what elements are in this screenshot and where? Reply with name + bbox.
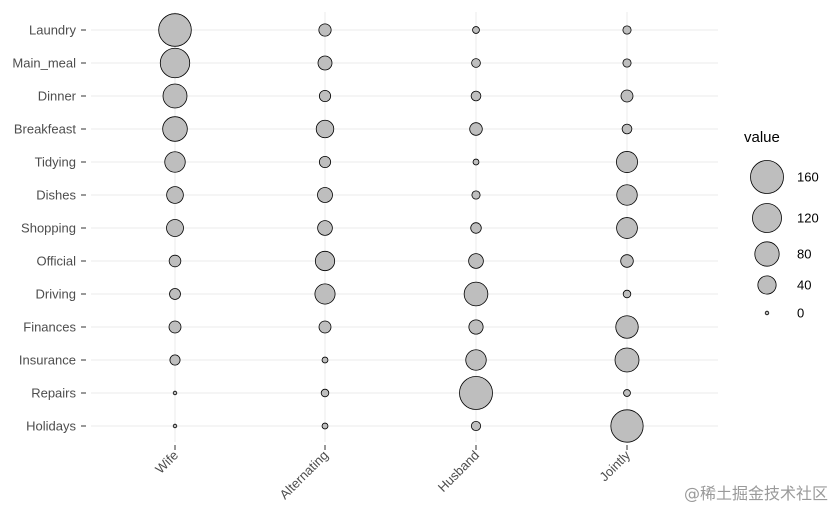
legend-key <box>752 203 782 233</box>
point-official-alternating <box>314 250 336 272</box>
point-dinner-wife <box>162 83 188 109</box>
point-laundry-jointly <box>622 25 632 35</box>
point-repairs-wife <box>172 390 178 396</box>
point-shopping-wife <box>166 219 184 237</box>
y-tick-label: Official <box>37 254 77 269</box>
legend-label: 80 <box>797 247 811 262</box>
point-tidying-husband <box>472 158 480 166</box>
point-dinner-jointly <box>620 89 634 103</box>
point-insurance-jointly <box>614 347 640 373</box>
point-dishes-wife <box>166 186 184 204</box>
point-breakfeast-husband <box>469 122 483 136</box>
watermark: @稀土掘金技术社区 <box>684 484 828 503</box>
x-tick-label: Wife <box>152 448 181 477</box>
legend-label: 160 <box>797 170 819 185</box>
y-tick-label: Main_meal <box>12 56 76 71</box>
x-tick-label: Alternating <box>277 448 332 503</box>
point-finances-wife <box>168 320 182 334</box>
point-shopping-jointly <box>616 217 638 239</box>
point-main_meal-wife <box>159 47 191 79</box>
y-axis: Laundry Main_meal Dinner Breakfeast Tidying D… <box>12 23 86 434</box>
point-finances-husband <box>468 319 484 335</box>
x-tick-label: Jointly <box>596 447 633 484</box>
y-tick-label: Shopping <box>21 221 76 236</box>
point-shopping-husband <box>470 222 482 234</box>
point-holidays-jointly <box>610 409 644 443</box>
point-breakfeast-wife <box>162 116 188 142</box>
point-dishes-jointly <box>616 184 638 206</box>
point-breakfeast-alternating <box>315 119 335 139</box>
y-tick-label: Dinner <box>38 89 77 104</box>
point-dinner-alternating <box>318 89 332 103</box>
legend-title: value <box>744 129 780 146</box>
point-holidays-alternating <box>321 422 329 430</box>
legend-key <box>757 275 777 295</box>
y-tick-label: Insurance <box>19 353 76 368</box>
point-repairs-husband <box>459 376 493 410</box>
point-official-wife <box>168 254 182 268</box>
point-repairs-jointly <box>623 389 631 397</box>
point-laundry-wife <box>158 13 192 47</box>
point-finances-jointly <box>615 315 639 339</box>
legend-label: 40 <box>797 278 811 293</box>
point-finances-alternating <box>318 320 332 334</box>
point-official-jointly <box>620 254 634 268</box>
point-driving-alternating <box>314 283 336 305</box>
x-tick-label: Husband <box>435 448 482 495</box>
point-tidying-wife <box>164 151 186 173</box>
x-axis: Wife Alternating Husband Jointly <box>152 445 633 502</box>
y-tick-label: Holidays <box>26 419 76 434</box>
data-points <box>158 13 644 443</box>
point-dinner-husband <box>470 90 482 102</box>
legend-label: 120 <box>797 211 819 226</box>
size-legend: value 160 120 80 40 0 <box>744 129 819 321</box>
point-breakfeast-jointly <box>621 123 633 135</box>
y-tick-label: Finances <box>23 320 76 335</box>
point-driving-jointly <box>622 289 632 299</box>
point-main_meal-husband <box>471 58 481 68</box>
legend-key <box>754 241 780 267</box>
point-dishes-husband <box>471 190 481 200</box>
point-insurance-husband <box>465 349 487 371</box>
point-repairs-alternating <box>320 388 330 398</box>
legend-key <box>764 310 770 316</box>
point-driving-wife <box>169 288 181 300</box>
point-holidays-wife <box>172 423 178 429</box>
point-main_meal-alternating <box>317 55 333 71</box>
y-tick-label: Repairs <box>31 386 76 401</box>
point-official-husband <box>468 253 484 269</box>
point-insurance-alternating <box>321 356 329 364</box>
y-tick-label: Tidying <box>35 155 76 170</box>
point-laundry-husband <box>472 26 480 34</box>
point-tidying-jointly <box>616 151 638 173</box>
y-tick-label: Driving <box>36 287 76 302</box>
point-insurance-wife <box>169 354 181 366</box>
point-holidays-husband <box>470 420 482 432</box>
legend-key <box>750 160 784 194</box>
point-tidying-alternating <box>318 155 332 169</box>
point-laundry-alternating <box>318 23 332 37</box>
y-tick-label: Laundry <box>29 23 76 38</box>
point-main_meal-jointly <box>622 58 632 68</box>
y-tick-label: Dishes <box>36 188 76 203</box>
point-driving-husband <box>463 281 489 307</box>
point-dishes-alternating <box>317 187 333 203</box>
y-tick-label: Breakfeast <box>14 122 77 137</box>
point-shopping-alternating <box>317 220 333 236</box>
legend-label: 0 <box>797 306 804 321</box>
